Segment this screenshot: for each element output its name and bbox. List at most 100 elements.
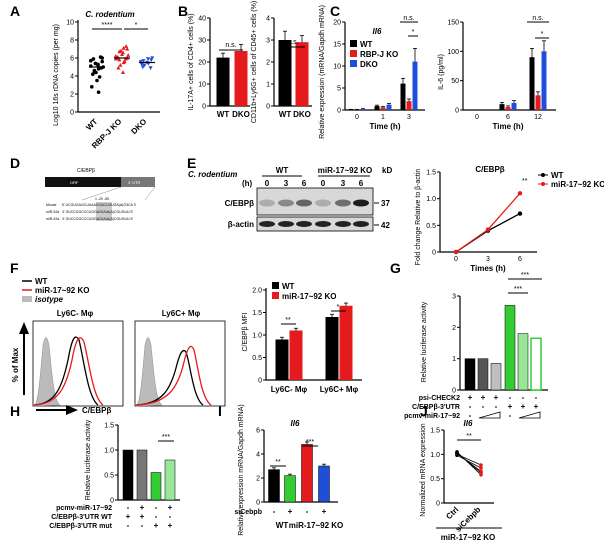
panel-e-chart-ylabel: Fold change Relative to β-actin [415,169,422,266]
panel-e-chart-series-line [455,192,521,253]
panel-a-title: C. rodentium [85,10,134,19]
panel-h-row-mark: + [168,521,173,530]
panel-b1-ytick-label: 20 [198,60,206,67]
panel-j-pair-line [456,454,482,469]
panel-h-ylabel: Relative luciferase activity [85,419,92,500]
panel-e-chart-ytick-label: 0 [432,250,436,257]
panel-e-chart-ytick-label: 0.5 [426,223,436,230]
panel-j-ytick-label: 0 [436,501,440,508]
panel-g-row-mark: + [468,393,473,402]
panel-b1-ytick-label: 30 [198,38,206,45]
panel-g-row-label: pcmv-miR-17~92 [404,413,460,420]
panel-c2-bar [541,51,547,110]
panel-h-row-mark: - [155,512,158,521]
panel-e-kd: kD [382,166,392,175]
panel-e-band-actin [296,221,312,227]
legend-label-rbpj: RBP-J KO [360,50,398,59]
panel-c1-ytick-label: 10 [333,64,341,71]
panel-a-point [95,78,99,83]
panel-b1-ytick-label: 40 [198,16,206,23]
panel-i-bar [268,469,280,503]
panel-b1: IL-17A+ cells of CD4+ cells (%) 0 10 20 30 4… [188,13,250,119]
panel-a-point [97,75,102,79]
panel-a-point [124,44,129,48]
panel-e-blot: C. rodentium WT miR-17~92 KO kD (h) 0 3 6 0… [188,166,392,232]
panel-e-chart-xtick-label: 0 [454,256,458,263]
panel-a-point [125,46,130,51]
panel-c1-ytick-label: 0 [337,108,341,115]
panel-g-bar [504,305,516,391]
panel-b2-ytick-label: 1 [266,82,270,89]
panel-a-point [100,59,104,64]
panel-h-row-mark: - [141,521,144,530]
panel-h-ytick-label: 0 [110,498,114,505]
panel-c1-bar [386,104,392,110]
panel-h-bar [150,472,162,501]
panel-a-ytick-label: 10 [66,20,74,27]
panel-e-band-actin [259,221,275,227]
panel-i-ytick-label: 0 [256,500,260,507]
panel-e-chart: C/EBPβ Fold change Relative to β-actin 0… [415,165,604,273]
panel-c1-xlabel: Time (h) [370,122,401,131]
panel-g: Relative luciferase activity 0 1 2 3 psi-CHE… [404,272,548,420]
panel-e-lane-label: 6 [302,179,307,188]
panel-e-band-cebpb [353,199,369,207]
panel-g-row-mark: - [509,393,512,402]
panel-g-row-mark: - [469,402,472,411]
panel-e-time: (h) [242,179,253,188]
panel-f-chart-bar [275,339,289,380]
panel-letter-a: A [10,3,20,19]
panel-g-sig-2: *** [514,286,522,293]
panel-a-point [91,72,95,76]
panel-h-row-label: pcmv-miR-17~92 [56,505,112,512]
panel-c2-ytick-label: 0 [455,108,459,115]
panel-a-point [148,66,153,71]
panel-b1-sig: n.s. [225,42,236,49]
panel-f-chart-xlabel-1: Ly6C- Mφ [271,385,308,394]
panel-a-point [96,90,101,94]
panel-c1-bar [400,83,406,110]
panel-a-point [146,57,150,62]
panel-f-sub2: Ly6C+ Mφ [162,309,201,318]
panel-j-ytick-label: 1.0 [430,452,440,459]
panel-g-row-label: C/EBPβ-3'UTR [412,404,460,411]
panel-f-chart-legend-wt: WT [282,282,295,291]
panel-h-ytick-label: 0.5 [104,473,114,480]
panel-e-band-cebpb [259,199,275,207]
panel-e-organism: C. rodentium [188,170,237,179]
panel-e-band-cebpb [335,199,351,207]
panel-a-ytick-label: 4 [70,74,74,81]
panel-a-ytick-label: 8 [70,38,74,45]
panel-a-xlabel-wt: WT [84,117,99,132]
panel-h-row-mark: + [126,512,131,521]
panel-b2-bar [295,42,309,106]
panel-d-utr-label: 3' UTR [128,180,140,185]
panel-h-row-label: C/EBPβ-3'UTR mut [49,523,112,530]
panel-h-sig: *** [162,434,170,441]
panel-a-point [93,61,98,66]
panel-f-legend-ko: miR-17~92 KO [35,286,89,295]
panel-h-row-mark: - [127,503,130,512]
panel-letter-j: J [420,403,428,419]
panel-g-ylabel: Relative luciferase activity [421,301,428,382]
panel-h-ytick-label: 1.5 [104,423,114,430]
panel-b1-bar [234,51,248,106]
panel-e-chart-point [453,249,459,255]
panel-i: Il6 Relative expression mRNA/Gapdh mRNA)… [234,404,343,536]
panel-f-chart: C/EBPβ MFI 0 0.5 1.0 1.5 2.0 Ly6C- Mφ Ly6C+ … [242,282,362,394]
panel-i-title: Il6 [291,419,300,428]
panel-f-chart-ytick-label: 0 [258,378,262,385]
panel-a-point [96,63,100,67]
panel-g-bar [477,358,489,391]
legend-label-wt: WT [360,40,373,49]
panel-a-ylabel: Log10 16s rDNA copies (per mg) [53,24,60,126]
panel-c1: Il6 Relative expression (mRNA/Gapdh mRNA… [319,5,425,139]
panel-e-chart-xtick-label: 3 [486,256,490,263]
panel-e-legend-ko: miR-17~92 KO [551,180,604,189]
panel-c1-sig-star: * [412,29,415,36]
panel-h-row-mark: - [155,503,158,512]
panel-b1-bar [216,57,230,106]
panel-h-row-mark: + [140,503,145,512]
panel-g-bar [530,337,542,391]
legend-swatch-dko [350,60,357,67]
